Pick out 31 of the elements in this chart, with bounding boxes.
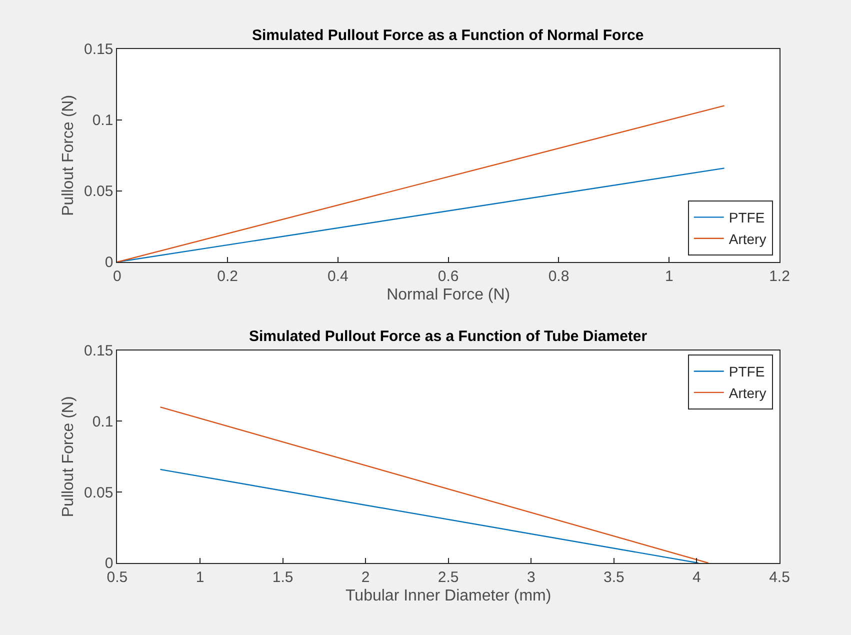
- x-tick-label: 4: [692, 568, 701, 586]
- x-tick-label: 0.2: [217, 268, 238, 285]
- x-tick-label: 1: [664, 268, 674, 285]
- x-tick-label: 1.5: [272, 568, 294, 586]
- x-axis-title: Normal Force (N): [386, 286, 510, 304]
- chart-title: Simulated Pullout Force as a Function of Tube Diameter: [249, 328, 648, 345]
- legend-label: Artery: [728, 384, 766, 401]
- x-tick-label: 3: [526, 568, 536, 586]
- y-tick-label: 0.15: [84, 41, 114, 58]
- x-tick-label: 1: [196, 568, 204, 586]
- y-tick-label: 0.05: [84, 484, 114, 502]
- chart-title: Simulated Pullout Force as a Function of Normal Force: [252, 27, 644, 44]
- x-tick-label: 0.8: [548, 268, 570, 285]
- x-axis-title: Tubular Inner Diameter (mm): [346, 588, 552, 605]
- x-tick-label: 3.5: [604, 568, 624, 586]
- x-tick-label: 4.5: [769, 568, 790, 586]
- x-tick-label: 0.6: [438, 268, 459, 285]
- y-tick-label: 0.15: [84, 342, 114, 360]
- y-tick-label: 0.1: [92, 112, 114, 130]
- x-tick-label: 2: [361, 568, 370, 586]
- y-tick-label: 0.1: [92, 413, 114, 430]
- legend-label: PTFE: [728, 210, 765, 226]
- y-axis-title: Pullout Force (N): [60, 396, 77, 518]
- x-tick-label: 2.5: [438, 568, 459, 586]
- y-axis-title: Pullout Force (N): [60, 94, 77, 216]
- legend-label: PTFE: [728, 364, 765, 380]
- x-tick-label: 1.2: [769, 268, 790, 285]
- x-tick-label: 0.4: [328, 268, 348, 285]
- legend-label: Artery: [728, 230, 766, 247]
- y-tick-label: 0.05: [84, 183, 114, 200]
- y-tick-label: 0: [104, 254, 114, 272]
